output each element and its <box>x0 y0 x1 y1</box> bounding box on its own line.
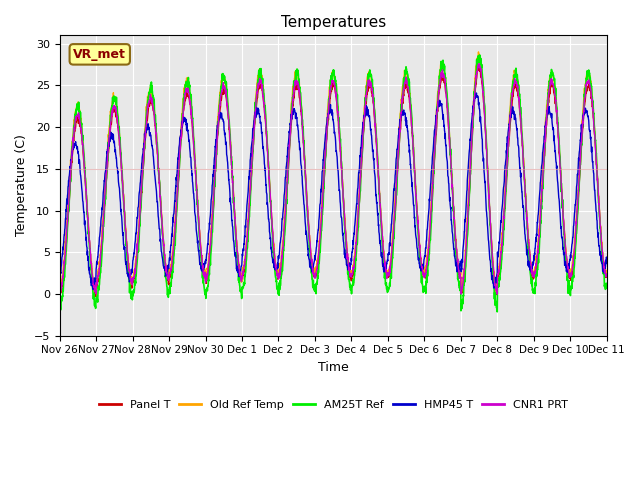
X-axis label: Time: Time <box>318 361 349 374</box>
Y-axis label: Temperature (C): Temperature (C) <box>15 134 28 237</box>
Text: VR_met: VR_met <box>74 48 126 61</box>
Title: Temperatures: Temperatures <box>280 15 386 30</box>
Legend: Panel T, Old Ref Temp, AM25T Ref, HMP45 T, CNR1 PRT: Panel T, Old Ref Temp, AM25T Ref, HMP45 … <box>94 395 572 414</box>
